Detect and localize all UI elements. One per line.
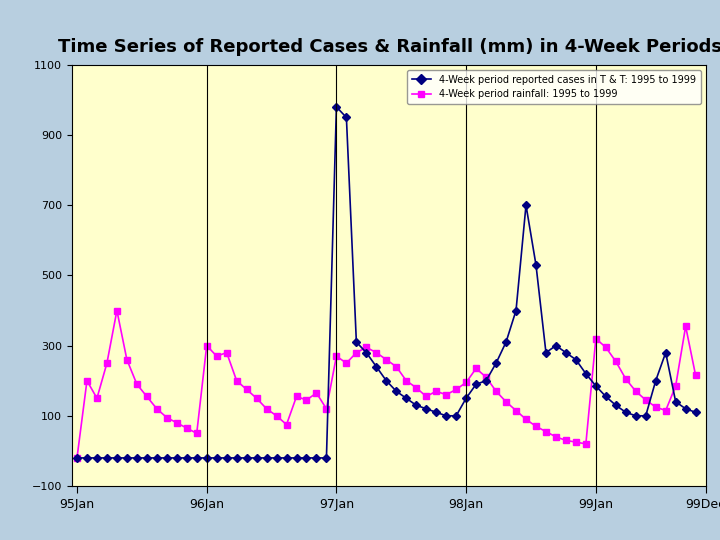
Text: Time Series of Reported Cases & Rainfall (mm) in 4-Week Periods: Time Series of Reported Cases & Rainfall… (58, 38, 720, 56)
Legend: 4-Week period reported cases in T & T: 1995 to 1999, 4-Week period rainfall: 199: 4-Week period reported cases in T & T: 1… (407, 70, 701, 104)
